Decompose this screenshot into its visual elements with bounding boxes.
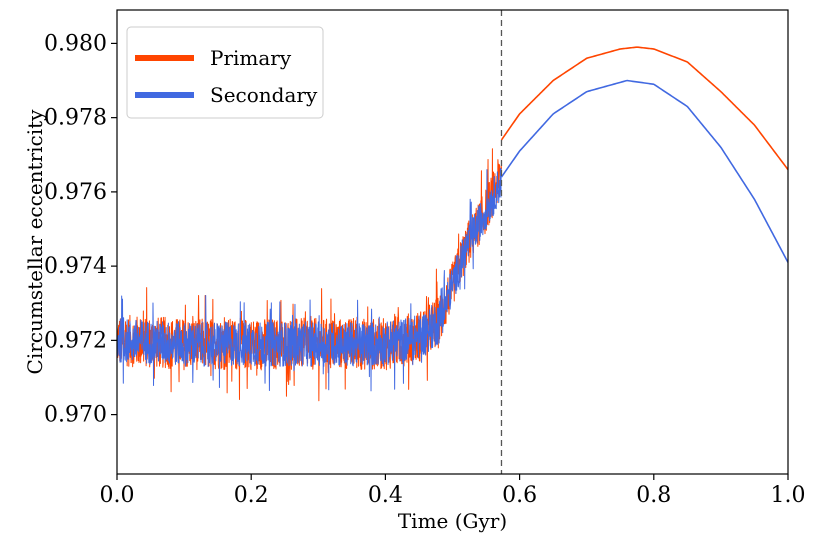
- x-tick-label: 0.0: [100, 483, 135, 508]
- legend-label-secondary: Secondary: [210, 83, 318, 107]
- x-tick-label: 1.0: [771, 483, 806, 508]
- y-tick-label: 0.980: [44, 31, 107, 56]
- plot-frame: [116, 9, 789, 475]
- y-tick-label: 0.974: [44, 254, 107, 279]
- legend: Primary Secondary: [126, 26, 324, 119]
- x-tick-label: 0.2: [234, 483, 269, 508]
- y-axis-label: Circumstellar eccentricity: [23, 109, 47, 375]
- series-noisy-secondary: [117, 167, 502, 392]
- y-tick-label: 0.972: [44, 328, 107, 353]
- y-tick-label: 0.978: [44, 106, 107, 131]
- series-smooth-secondary: [500, 79, 788, 263]
- x-tick-label: 0.8: [636, 483, 671, 508]
- series-smooth-primary: [500, 46, 788, 171]
- x-tick-label: 0.6: [502, 483, 537, 508]
- y-tick-label: 0.970: [44, 403, 107, 428]
- x-tick-label: 0.4: [368, 483, 403, 508]
- y-tick-label: 0.976: [44, 180, 107, 205]
- legend-label-primary: Primary: [210, 46, 292, 70]
- x-axis-label: Time (Gyr): [398, 509, 507, 533]
